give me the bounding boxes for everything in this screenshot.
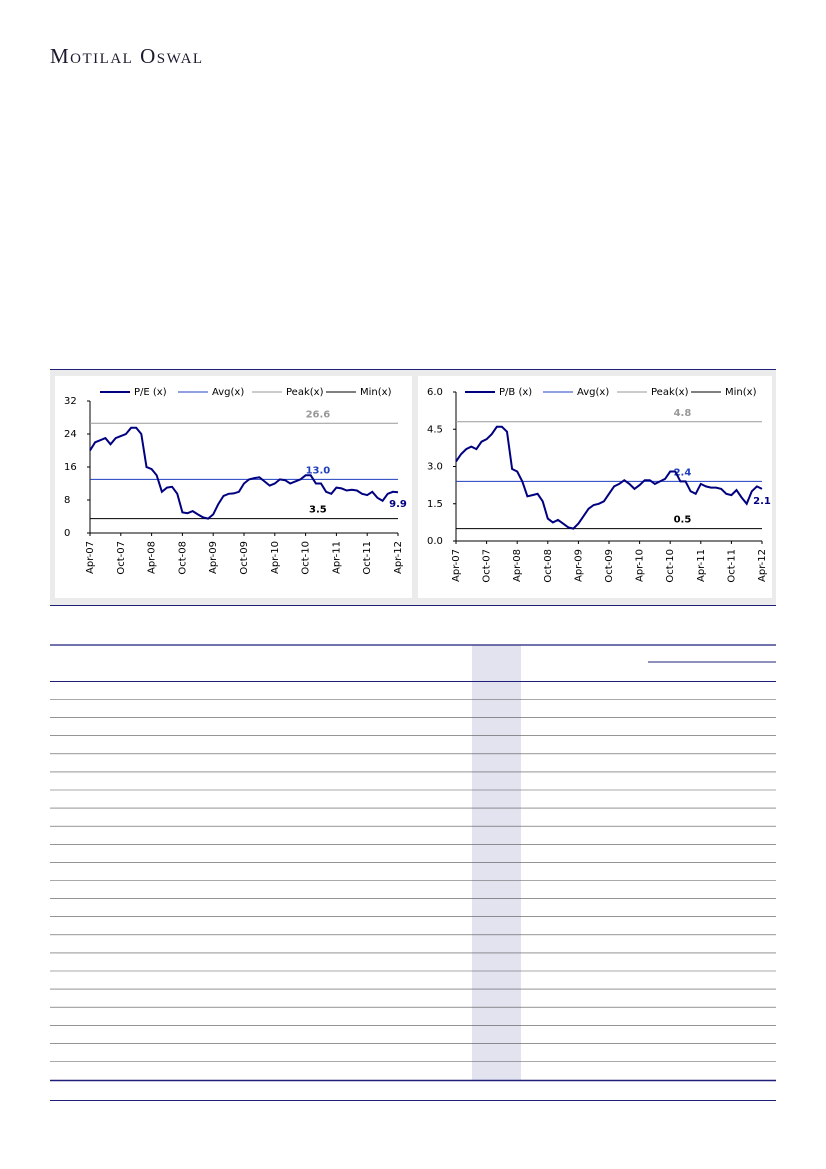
- x-tick-label: Apr-08: [512, 549, 523, 582]
- legend-label: Avg(x): [212, 387, 244, 398]
- x-tick-label: Apr-12: [757, 549, 768, 582]
- x-tick-label: Apr-11: [696, 549, 707, 582]
- y-tick-label: 0.0: [427, 536, 443, 547]
- x-tick-label: Apr-09: [573, 549, 584, 582]
- x-tick-label: Oct-09: [604, 549, 615, 583]
- y-tick-label: 16: [64, 462, 77, 473]
- x-tick-label: Apr-07: [85, 541, 96, 574]
- x-tick-label: Apr-07: [451, 549, 462, 582]
- reference-label: 0.5: [674, 515, 692, 526]
- x-tick-label: Oct-11: [362, 541, 373, 575]
- x-tick-label: Apr-09: [208, 541, 219, 574]
- y-tick-label: 6.0: [427, 387, 443, 398]
- x-tick-label: Oct-09: [239, 541, 250, 575]
- legend-label: Peak(x): [651, 387, 689, 398]
- series-line: [89, 426, 399, 520]
- reference-label: 2.4: [674, 467, 692, 478]
- legend-label: P/B (x): [499, 387, 532, 398]
- legend-label: Min(x): [360, 387, 392, 398]
- x-tick-label: Apr-10: [635, 549, 646, 582]
- x-tick-label: Apr-11: [331, 541, 342, 574]
- legend-label: Avg(x): [577, 387, 609, 398]
- legend-label: Min(x): [725, 387, 757, 398]
- y-tick-label: 32: [64, 396, 77, 407]
- chart-box: [418, 376, 772, 598]
- legend-label: Peak(x): [286, 387, 324, 398]
- y-tick-label: 1.5: [427, 499, 443, 510]
- x-tick-label: Oct-08: [543, 549, 554, 583]
- y-tick-label: 24: [64, 429, 77, 440]
- y-tick-label: 8: [64, 495, 70, 506]
- reference-label: 3.5: [309, 505, 327, 516]
- reference-label: 13.0: [306, 465, 331, 476]
- brand: Motilal Oswal: [50, 44, 204, 68]
- x-tick-label: Oct-07: [482, 549, 493, 583]
- x-tick-label: Apr-08: [147, 541, 158, 574]
- data-label: 9.9: [389, 499, 407, 510]
- series-line: [455, 425, 763, 530]
- reference-label: 26.6: [306, 409, 331, 420]
- x-tick-label: Oct-10: [665, 549, 676, 583]
- table: [50, 644, 776, 1101]
- chart-box: [55, 376, 412, 598]
- x-tick-label: Oct-11: [726, 549, 737, 583]
- x-tick-label: Oct-07: [116, 541, 127, 575]
- y-tick-label: 4.5: [427, 424, 443, 435]
- legend-label: P/E (x): [134, 387, 167, 398]
- reference-label: 4.8: [674, 408, 692, 419]
- x-tick-label: Apr-10: [270, 541, 281, 574]
- x-tick-label: Oct-08: [177, 541, 188, 575]
- y-tick-label: 0: [64, 528, 70, 539]
- y-tick-label: 3.0: [427, 462, 443, 473]
- x-tick-label: Oct-10: [301, 541, 312, 575]
- data-label: 2.1: [753, 496, 771, 507]
- x-tick-label: Apr-12: [393, 541, 404, 574]
